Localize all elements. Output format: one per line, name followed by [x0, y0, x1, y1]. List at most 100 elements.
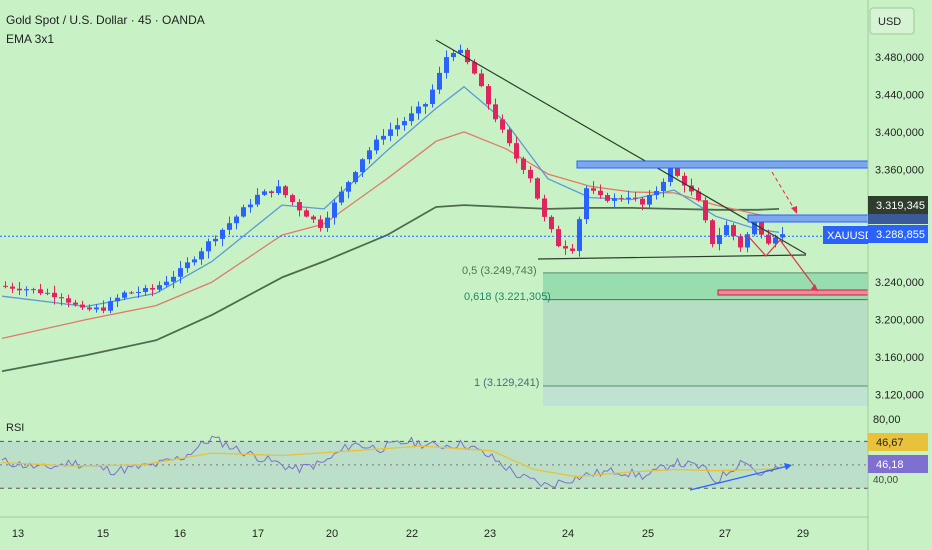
candle-body [507, 129, 512, 144]
time-tick-label: 22 [406, 528, 418, 540]
candle-body [619, 198, 624, 200]
ema-slow-line [1, 204, 780, 373]
price-tick-label: 3.400,000 [875, 127, 924, 139]
candle-body [318, 219, 323, 228]
candle-body [430, 89, 435, 105]
candle-body [332, 202, 337, 218]
candle-body [465, 49, 470, 63]
resistance-zone-upper [576, 160, 869, 169]
ema-lines [1, 86, 780, 373]
candle-body [311, 216, 316, 220]
rsi-line [1, 435, 780, 489]
candle-body [115, 297, 120, 302]
candle-body [129, 292, 134, 294]
candle-body [535, 178, 540, 199]
candle-body [17, 288, 22, 291]
candle-body [283, 186, 288, 196]
candle-body [654, 191, 659, 195]
current-price-badge [868, 225, 928, 243]
ema-mid-line [1, 131, 780, 340]
candle-body [360, 159, 365, 173]
candle-body [185, 262, 190, 269]
price-tick-label: 3.200,000 [875, 315, 924, 327]
candle-body [486, 86, 491, 105]
candle-body [213, 238, 218, 242]
candle-body [479, 73, 484, 87]
candle-body [255, 194, 260, 205]
candle-body [717, 235, 722, 245]
candle-body [157, 285, 162, 290]
candle-body [227, 223, 232, 230]
candle-body [661, 181, 666, 192]
candle-body [647, 194, 652, 205]
candle-body [150, 287, 155, 290]
fib-label-0-5: 0,5 (3.249,743) [462, 265, 537, 277]
candle-body [591, 188, 596, 191]
upper-price-text: 3.319,345 [876, 200, 925, 212]
candle-body [52, 292, 57, 298]
candle-body [458, 49, 463, 54]
candle-body [500, 119, 505, 130]
currency-button[interactable] [869, 7, 915, 35]
projection-arrowhead [811, 284, 818, 291]
candle-body [780, 234, 785, 238]
currency-label: USD [878, 16, 901, 28]
candle-body [682, 175, 687, 186]
candle-body [437, 72, 442, 90]
time-tick-label: 17 [252, 528, 264, 540]
time-tick-label: 25 [642, 528, 654, 540]
rsi-ma-line [1, 445, 780, 478]
candle-body [423, 104, 428, 107]
price-tick-label: 3.440,000 [875, 89, 924, 101]
candle-body [773, 237, 778, 244]
fib-zone-0-618 [543, 299, 868, 387]
rsi-value-text: 46,18 [876, 459, 904, 471]
rsi-trendline-arrowhead [784, 463, 792, 470]
time-tick-label: 13 [12, 528, 24, 540]
candle-body [269, 191, 274, 194]
candle-body [143, 287, 148, 292]
rsi-axis-top: 80,00 [873, 414, 901, 426]
target-zone [717, 289, 869, 296]
candle-body [752, 222, 757, 235]
candle-body [738, 236, 743, 248]
candle-body [689, 185, 694, 192]
time-tick-label: 20 [326, 528, 338, 540]
rsi-pane [0, 435, 868, 491]
candle-body [710, 220, 715, 245]
indicator-label: EMA 3x1 [6, 32, 54, 46]
candle-body [45, 292, 50, 294]
rsi-axis-bottom: 40,00 [873, 475, 898, 486]
candle-body [521, 158, 526, 170]
partial-price-badge [868, 214, 928, 224]
candle-body [297, 202, 302, 211]
price-tick-label: 3.360,000 [875, 164, 924, 176]
candle-body [605, 195, 610, 201]
candle-body [395, 125, 400, 130]
candle-body [304, 210, 309, 217]
candle-body [549, 216, 554, 230]
candle-body [87, 307, 92, 310]
candle-body [353, 172, 358, 183]
candle-body [325, 217, 330, 228]
candle-body [234, 216, 239, 224]
candle-body [409, 113, 414, 122]
candle-body [570, 248, 575, 251]
candle-body [514, 143, 519, 159]
projection-path [747, 235, 819, 292]
upper-price-badge [868, 196, 928, 214]
candle-body [10, 286, 15, 289]
price-tick-label: 3.480,000 [875, 52, 924, 64]
rsi-ma-badge [868, 433, 928, 451]
candle-body [633, 197, 638, 199]
candles [0, 44, 868, 314]
rsi-trendline [689, 465, 789, 491]
candle-body [276, 186, 281, 194]
candle-body [367, 150, 372, 160]
triangle-upper-trendline [435, 39, 807, 255]
time-tick-label: 27 [719, 528, 731, 540]
candle-body [262, 191, 267, 195]
candle-body [171, 276, 176, 282]
candle-body [122, 292, 127, 298]
